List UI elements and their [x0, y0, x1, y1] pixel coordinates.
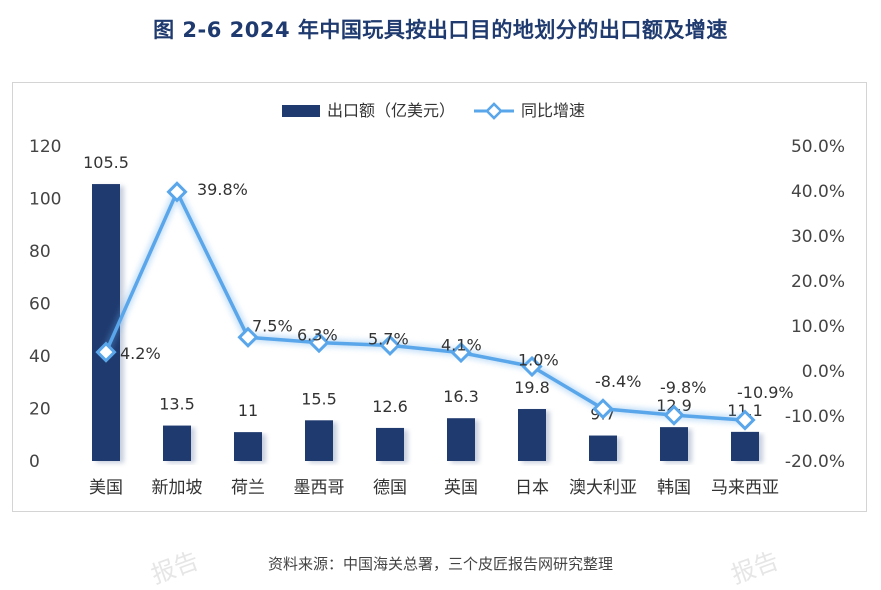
category-label: 韩国 — [657, 478, 691, 498]
category-label: 澳大利亚 — [569, 478, 637, 498]
line-point — [734, 409, 756, 431]
bar — [589, 435, 617, 461]
left-tick-label: 100 — [29, 190, 61, 210]
bar-value-label: 16.3 — [443, 387, 479, 406]
bar — [518, 409, 546, 461]
left-tick-label: 0 — [29, 452, 40, 472]
right-tick-label: 30.0% — [791, 227, 845, 247]
line-value-label: 6.3% — [297, 326, 338, 345]
bar-value-label: 13.5 — [159, 395, 195, 414]
category-label: 日本 — [515, 478, 549, 498]
bar-value-label: 12.6 — [372, 397, 408, 416]
chart-title: 图 2-6 2024 年中国玩具按出口目的地划分的出口额及增速 — [153, 18, 728, 42]
left-tick-label: 120 — [29, 137, 61, 157]
source-note: 资料来源：中国海关总署，三个皮匠报告网研究整理 — [267, 555, 613, 573]
legend-bar-label: 出口额（亿美元） — [327, 101, 455, 120]
bar — [305, 420, 333, 461]
left-axis: 0 20 40 60 80 100 120 — [29, 137, 61, 472]
line-point — [592, 398, 614, 420]
line-point — [95, 341, 117, 363]
line-value-label: -8.4% — [595, 372, 641, 391]
line-point — [450, 341, 472, 364]
line-point — [379, 334, 401, 356]
left-tick-label: 80 — [29, 242, 51, 262]
legend-bar-swatch — [282, 105, 320, 117]
legend: 出口额（亿美元） 同比增速 — [282, 101, 585, 120]
line-value-label: -9.8% — [660, 378, 706, 397]
category-label: 美国 — [89, 478, 123, 498]
bar-value-label: 105.5 — [83, 153, 129, 172]
line-value-label: 7.5% — [252, 316, 293, 335]
growth-line — [104, 190, 746, 422]
category-label: 德国 — [373, 478, 407, 498]
bar — [447, 418, 475, 461]
right-tick-label: 40.0% — [791, 182, 845, 202]
bar — [234, 432, 262, 461]
right-tick-label: 50.0% — [791, 137, 845, 157]
category-label: 马来西亚 — [711, 478, 779, 498]
line-value-label: 39.8% — [197, 180, 248, 199]
legend-line-label: 同比增速 — [521, 101, 585, 120]
combo-chart: 出口额（亿美元） 同比增速 0 20 40 60 80 100 120 -20.0% -10.0… — [29, 101, 845, 498]
line-point — [237, 326, 259, 348]
line-value-label: 4.2% — [120, 344, 161, 363]
line-series: 4.2% 39.8% 7.5% 6.3% 5.7% 4.1% 1.0% -8.4% -9.8% -… — [95, 180, 794, 431]
bar-value-label: 11 — [238, 401, 258, 420]
right-tick-label: 10.0% — [791, 317, 845, 337]
line-point — [663, 404, 685, 426]
line-point — [521, 355, 543, 378]
chart-frame: 出口额（亿美元） 同比增速 0 20 40 60 80 100 120 -20.0% -10.0… — [12, 82, 867, 512]
category-label: 墨西哥 — [294, 478, 345, 498]
bar-value-label: 15.5 — [301, 389, 337, 408]
right-tick-label: -20.0% — [785, 452, 845, 472]
bar-value-label: 19.8 — [514, 378, 550, 397]
left-tick-label: 60 — [29, 295, 51, 315]
right-axis: -20.0% -10.0% 0.0% 10.0% 20.0% 30.0% 40.0% 50.0… — [785, 137, 845, 472]
bar — [376, 427, 404, 461]
bar — [660, 427, 688, 461]
line-point — [166, 181, 188, 203]
line-value-label: 4.1% — [441, 336, 482, 355]
right-tick-label: -10.0% — [785, 407, 845, 427]
line-value-label: 1.0% — [518, 351, 559, 370]
bar — [163, 425, 191, 461]
line-value-label: -10.9% — [737, 383, 794, 402]
line-point — [308, 332, 330, 354]
category-label: 荷兰 — [231, 478, 265, 498]
line-value-label: 5.7% — [368, 329, 409, 348]
category-label: 新加坡 — [152, 478, 203, 498]
left-tick-label: 20 — [29, 400, 51, 420]
category-label: 英国 — [444, 478, 478, 498]
legend-line-marker — [485, 102, 503, 120]
category-axis: 美国 新加坡 荷兰 墨西哥 德国 英国 日本 澳大利亚 韩国 马来西亚 — [89, 478, 779, 498]
line-glow — [102, 182, 746, 425]
right-tick-label: 0.0% — [802, 362, 845, 382]
right-tick-label: 20.0% — [791, 272, 845, 292]
left-tick-label: 40 — [29, 347, 51, 367]
bar — [731, 431, 759, 461]
